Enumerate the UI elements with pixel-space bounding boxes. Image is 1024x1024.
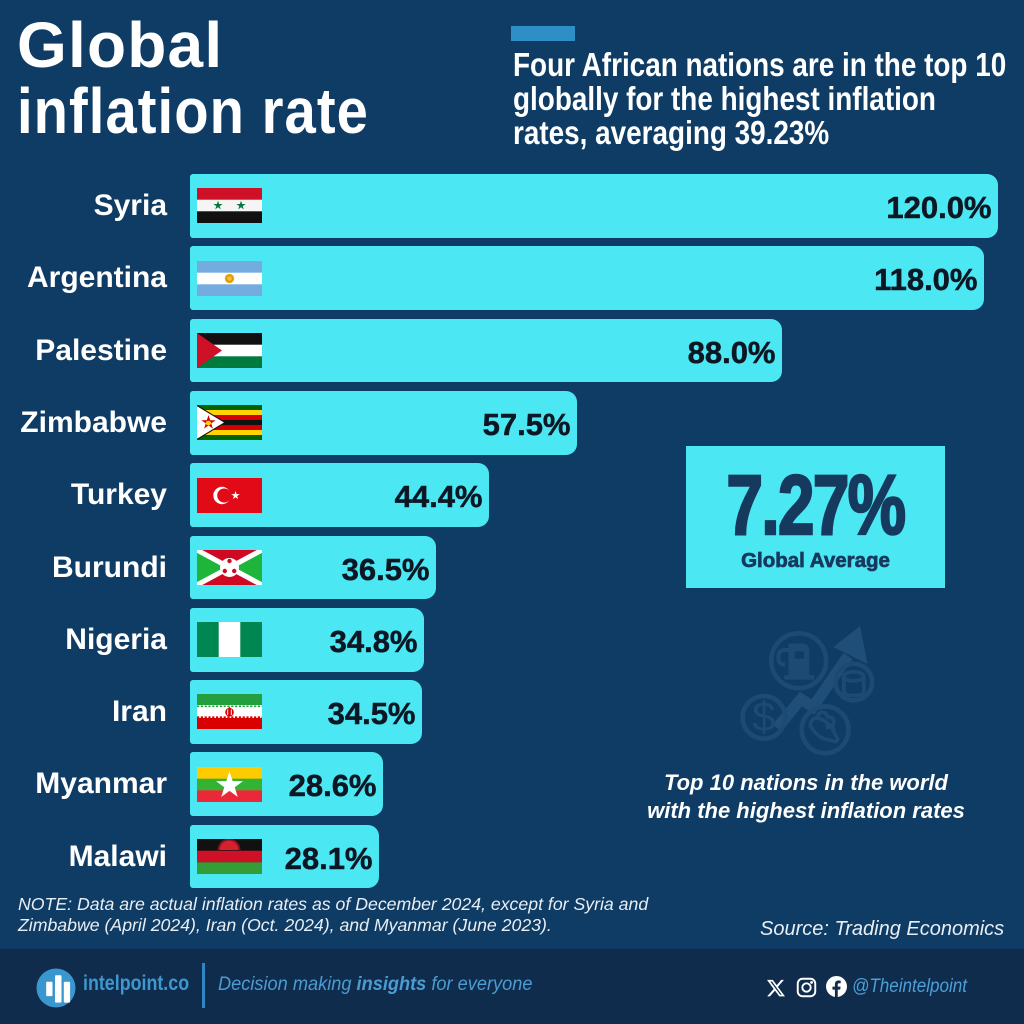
svg-text:$: $ <box>752 693 775 740</box>
